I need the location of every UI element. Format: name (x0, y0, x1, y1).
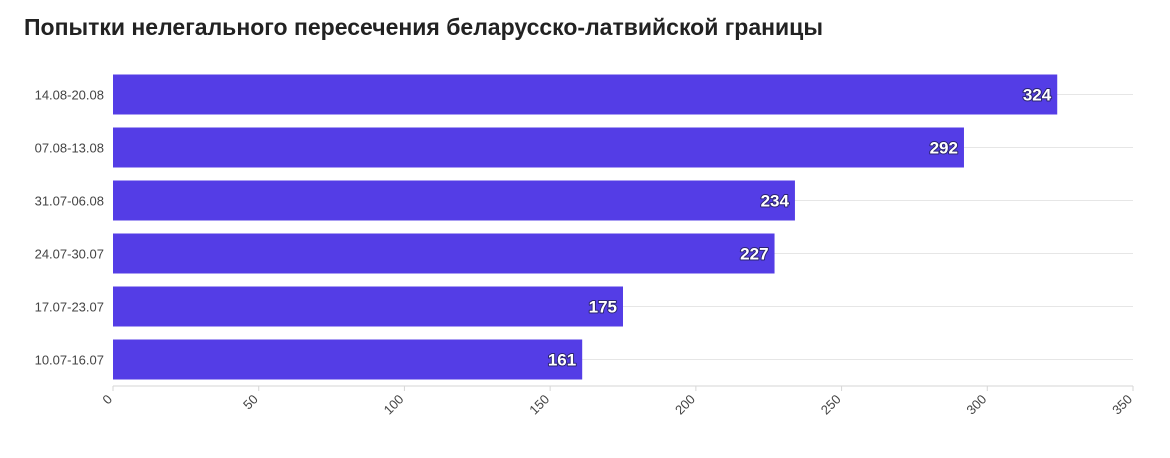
x-tick-label: 250 (818, 392, 844, 418)
x-tick-label: 100 (381, 392, 407, 418)
bar-value-label: 227 (740, 245, 768, 264)
x-tick-label: 350 (1109, 392, 1135, 418)
x-tick-label: 50 (240, 392, 261, 413)
category-label: 31.07-06.08 (35, 194, 104, 209)
bar (113, 233, 775, 274)
bar-value-label: 234 (761, 192, 790, 211)
bars: 324 292 234 227 175 161 (113, 74, 1058, 380)
category-label: 10.07-16.07 (35, 353, 104, 368)
bar (113, 339, 583, 380)
bar-value-label: 324 (1023, 86, 1052, 105)
chart-title: Попытки нелегального пересечения беларус… (24, 14, 823, 40)
x-tick-label: 200 (672, 392, 698, 418)
category-label: 14.08-20.08 (35, 88, 104, 103)
x-tick-label: 300 (963, 392, 989, 418)
x-tick-label: 150 (526, 392, 552, 418)
bar (113, 127, 964, 168)
category-label: 24.07-30.07 (35, 247, 104, 262)
category-label: 17.07-23.07 (35, 300, 104, 315)
category-labels: 14.08-20.08 07.08-13.08 31.07-06.08 24.07-3… (35, 88, 104, 368)
bar-value-label: 292 (930, 139, 958, 158)
x-tick-label: 0 (99, 392, 115, 408)
bar (113, 286, 623, 327)
category-label: 07.08-13.08 (35, 141, 104, 156)
bar (113, 74, 1058, 115)
x-axis: 0 50 100 150 200 250 300 350 (99, 385, 1135, 418)
bar-value-label: 161 (548, 351, 576, 370)
bar (113, 180, 795, 221)
bar-value-label: 175 (589, 298, 617, 317)
